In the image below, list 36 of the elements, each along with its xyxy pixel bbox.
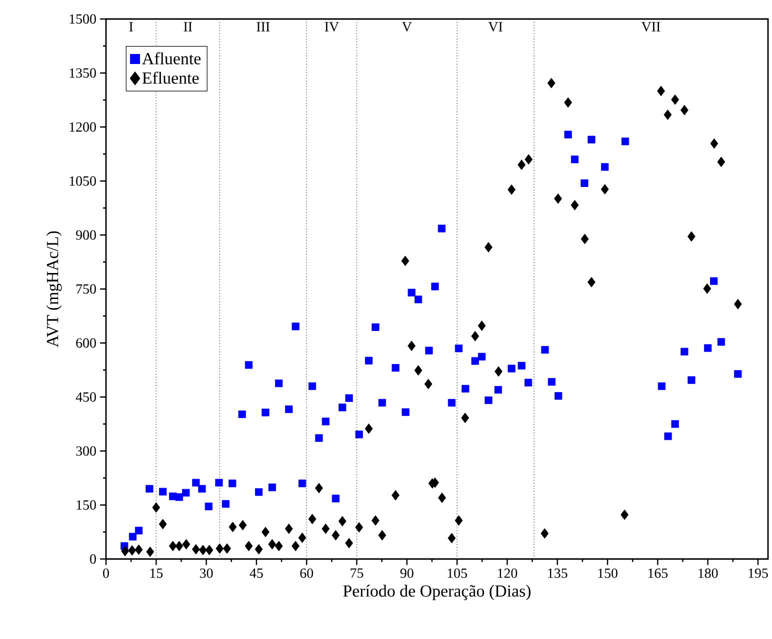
y-tick-label: 0 [90, 554, 96, 564]
annotation: II [184, 22, 192, 32]
annotation: VII [641, 22, 660, 32]
x-tick-label: 105 [448, 568, 467, 578]
x-tick-label: 60 [300, 568, 314, 578]
y-tick-label: 1350 [70, 68, 96, 78]
annotation: V [402, 22, 412, 32]
annotation: IV [324, 22, 339, 32]
x-tick-label: 180 [698, 568, 718, 578]
y-axis-title: AVT (mgHAc/L) [46, 231, 62, 348]
x-tick-label: 195 [748, 568, 768, 578]
x-tick-label: 75 [350, 568, 364, 578]
y-tick-label: 1500 [70, 14, 96, 24]
y-tick-label: 600 [76, 338, 96, 348]
y-tick-label: 300 [76, 446, 96, 456]
x-tick-label: 120 [498, 568, 518, 578]
legend-label: Efluente [142, 72, 199, 84]
legend-label: Afluente [142, 52, 201, 64]
y-tick-label: 1050 [70, 176, 96, 186]
x-tick-label: 90 [400, 568, 414, 578]
annotation: I [129, 22, 133, 32]
x-axis-title: Período de Operação (Dias) [343, 584, 531, 600]
x-tick-label: 135 [548, 568, 568, 578]
y-tick-label: 750 [76, 284, 96, 294]
x-tick-label: 150 [598, 568, 618, 578]
y-tick-label: 150 [76, 500, 96, 510]
x-tick-label: 45 [250, 568, 263, 578]
x-tick-label: 30 [200, 568, 213, 578]
y-tick-label: 1200 [70, 122, 96, 132]
annotation: III [256, 22, 270, 32]
x-tick-label: 0 [103, 568, 109, 578]
y-tick-label: 900 [76, 230, 96, 240]
y-tick-label: 450 [76, 392, 96, 402]
x-tick-label: 15 [150, 568, 163, 578]
x-tick-label: 165 [648, 568, 668, 578]
annotation: VI [488, 22, 502, 32]
